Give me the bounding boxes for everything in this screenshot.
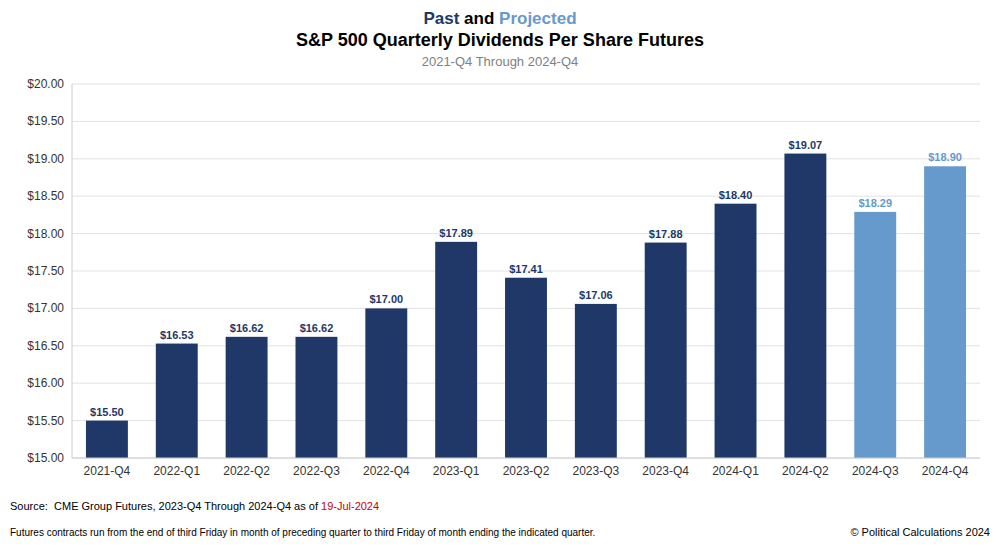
source-text: Source: CME Group Futures, 2023-Q4 Throu…	[10, 500, 321, 512]
y-axis-line	[72, 84, 73, 458]
bar	[365, 308, 407, 458]
bar	[156, 344, 198, 458]
x-tick-label: 2021-Q4	[84, 464, 131, 478]
x-tick-label: 2022-Q2	[223, 464, 270, 478]
bar	[505, 278, 547, 458]
title: S&P 500 Quarterly Dividends Per Share Fu…	[296, 30, 704, 50]
bar	[854, 212, 896, 458]
supertitle-part: Past	[423, 9, 459, 28]
bar	[784, 154, 826, 458]
grid-line	[72, 158, 980, 159]
x-tick-label: 2022-Q1	[153, 464, 200, 478]
bars	[86, 154, 966, 458]
y-tick-label: $16.50	[27, 339, 64, 353]
subtitle: 2021-Q4 Through 2024-Q4	[422, 54, 579, 69]
bar	[86, 421, 128, 458]
bar	[924, 166, 966, 458]
data-label: $17.88	[649, 228, 683, 240]
x-tick-label: 2023-Q2	[503, 464, 550, 478]
data-label: $18.40	[719, 189, 753, 201]
y-tick-label: $15.50	[27, 414, 64, 428]
y-tick-label: $19.50	[27, 114, 64, 128]
chart: Past and Projected S&P 500 Quarterly Divi…	[0, 0, 1000, 551]
supertitle-part: and	[459, 9, 499, 28]
y-tick-label: $19.00	[27, 152, 64, 166]
x-tick-label: 2023-Q3	[572, 464, 619, 478]
data-label: $17.89	[439, 227, 473, 239]
data-label: $18.29	[858, 197, 892, 209]
data-label: $19.07	[789, 139, 823, 151]
data-label: $15.50	[90, 406, 124, 418]
data-label: $16.62	[300, 322, 334, 334]
data-label: $18.90	[928, 151, 962, 163]
data-label: $17.41	[509, 263, 543, 275]
x-tick-label: 2024-Q2	[782, 464, 829, 478]
grid-line	[72, 121, 980, 122]
data-label: $16.62	[230, 322, 264, 334]
data-label: $17.06	[579, 289, 613, 301]
supertitle-part: Projected	[499, 9, 576, 28]
bar	[226, 337, 268, 458]
bar	[435, 242, 477, 458]
bar	[645, 243, 687, 458]
x-tick-label: 2024-Q4	[922, 464, 969, 478]
bar	[296, 337, 338, 458]
y-tick-label: $16.00	[27, 376, 64, 390]
footnote: Futures contracts run from the end of th…	[10, 527, 595, 538]
y-tick-label: $18.00	[27, 227, 64, 241]
y-tick-label: $15.00	[27, 451, 64, 465]
grid-line	[72, 84, 980, 85]
x-axis-line	[72, 458, 980, 459]
x-tick-label: 2023-Q1	[433, 464, 480, 478]
grid-line	[72, 458, 980, 459]
x-tick-label: 2023-Q4	[642, 464, 689, 478]
source-date: 19-Jul-2024	[321, 500, 379, 512]
copyright: © Political Calculations 2024	[850, 526, 990, 538]
y-tick-label: $18.50	[27, 189, 64, 203]
x-tick-label: 2024-Q1	[712, 464, 759, 478]
grid-line	[72, 233, 980, 234]
data-label: $17.00	[369, 293, 403, 305]
supertitle: Past and Projected	[423, 9, 576, 28]
grid-line	[72, 196, 980, 197]
x-tick-label: 2024-Q3	[852, 464, 899, 478]
bar	[575, 304, 617, 458]
source: Source: CME Group Futures, 2023-Q4 Throu…	[10, 500, 379, 512]
bar	[715, 204, 757, 458]
grid	[72, 84, 980, 458]
y-tick-label: $17.00	[27, 301, 64, 315]
y-tick-label: $17.50	[27, 264, 64, 278]
x-tick-label: 2022-Q3	[293, 464, 340, 478]
data-label: $16.53	[160, 329, 194, 341]
y-tick-label: $20.00	[27, 77, 64, 91]
x-tick-label: 2022-Q4	[363, 464, 410, 478]
